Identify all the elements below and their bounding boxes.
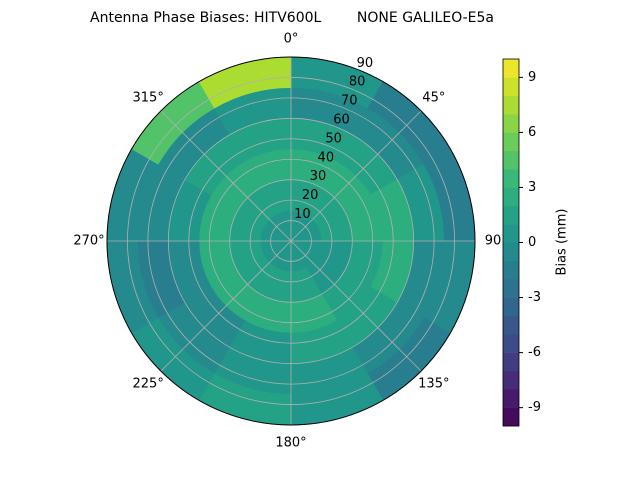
colorbar-band (503, 169, 519, 188)
r-tick-label: 90 (357, 56, 374, 71)
colorbar-band (503, 334, 519, 353)
colorbar-band (503, 389, 519, 408)
r-tick-label: 10 (294, 207, 311, 222)
chart-title: Antenna Phase Biases: HITV600L NONE GALI… (90, 10, 494, 26)
colorbar-band (503, 315, 519, 335)
colorbar-tick-label: 3 (528, 180, 536, 195)
colorbar-band (503, 77, 519, 96)
colorbar-band (503, 114, 519, 133)
colorbar-band (503, 407, 519, 427)
r-tick-label: 20 (302, 188, 319, 203)
colorbar-band (503, 352, 519, 372)
colorbar-band (503, 205, 519, 225)
polar-frame (106, 56, 476, 426)
colorbar-label: Bias (mm) (555, 209, 570, 276)
colorbar-band (503, 224, 519, 243)
theta-tick-label: 45° (422, 91, 445, 106)
colorbar-band (503, 95, 519, 115)
theta-tick-label: 90 (485, 234, 502, 249)
colorbar-band (503, 59, 519, 78)
colorbar-band (503, 150, 519, 170)
colorbar-tick-label: 6 (528, 125, 536, 140)
r-tick-label: 40 (318, 150, 335, 165)
colorbar-band (503, 297, 519, 317)
r-tick-label: 60 (333, 112, 350, 127)
r-tick-label: 70 (341, 94, 358, 109)
r-tick-label: 30 (310, 169, 327, 184)
theta-tick-label: 270° (73, 234, 104, 249)
colorbar-band (503, 132, 519, 152)
colorbar-tick-label: 9 (528, 70, 536, 85)
theta-tick-label: 135° (418, 376, 449, 391)
theta-tick-label: 180° (275, 436, 306, 451)
colorbar-tick-label: 0 (528, 235, 536, 250)
colorbar-band (503, 242, 519, 262)
r-tick-label: 50 (325, 131, 342, 146)
colorbar-band (503, 187, 519, 207)
theta-grid (160, 240, 292, 372)
r-tick-label: 80 (349, 75, 366, 90)
theta-grid (290, 240, 422, 372)
theta-tick-label: 225° (133, 376, 164, 391)
colorbar-tick-label: -9 (528, 400, 541, 415)
colorbar-band (503, 370, 519, 390)
theta-tick-label: 0° (284, 32, 299, 47)
colorbar-band (503, 279, 519, 298)
theta-tick-label: 315° (133, 91, 164, 106)
colorbar-band (503, 260, 519, 280)
theta-grid (160, 110, 292, 242)
colorbar-tick-label: -6 (528, 345, 541, 360)
theta-grid (290, 110, 422, 242)
colorbar-tick-label: -3 (528, 290, 541, 305)
